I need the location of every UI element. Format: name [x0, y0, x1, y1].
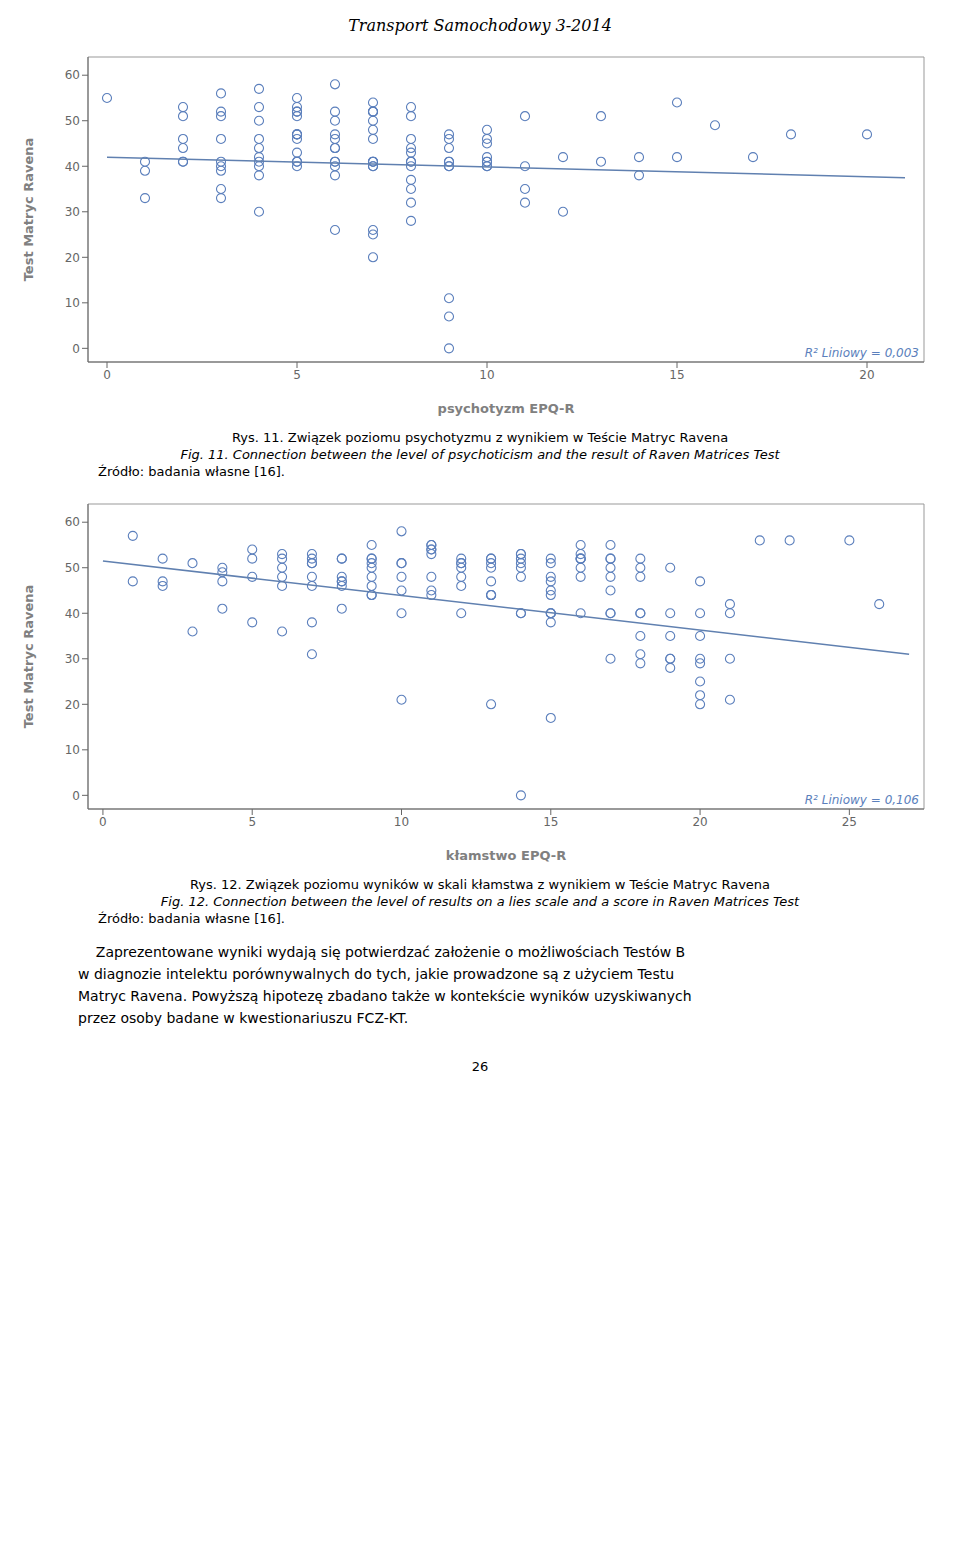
- html-text:Fig. 12. Connection between th: Fig. 12. Connection between the level of…: [160, 894, 800, 909]
- html-text:Transport Samochodowy 3-2014: Transport Samochodowy 3-2014: [348, 16, 612, 35]
- svg-text:0: 0: [99, 815, 107, 829]
- svg-text:kłamstwo EPQ-R: kłamstwo EPQ-R: [446, 848, 566, 863]
- svg-text:25: 25: [842, 815, 857, 829]
- svg-text:10: 10: [65, 296, 80, 310]
- svg-text:15: 15: [669, 368, 684, 382]
- svg-text:0: 0: [103, 368, 111, 382]
- svg-text:20: 20: [65, 698, 80, 712]
- svg-text:20: 20: [692, 815, 707, 829]
- svg-text:40: 40: [65, 160, 80, 174]
- svg-text:0: 0: [72, 342, 80, 356]
- svg-text:40: 40: [65, 607, 80, 621]
- html-text:Fig. 11. Connection between th: Fig. 11. Connection between the level of…: [180, 447, 780, 462]
- svg-text:20: 20: [859, 368, 874, 382]
- svg-text:50: 50: [65, 561, 80, 575]
- html-text:Źródło: badania własne [16].: Źródło: badania własne [16].: [98, 464, 285, 479]
- svg-text:60: 60: [65, 515, 80, 529]
- html-text:Matryc Ravena. Powyższą hipote: Matryc Ravena. Powyższą hipotezę zbadano…: [78, 988, 692, 1004]
- html-text:Zaprezentowane wyniki wydają s: Zaprezentowane wyniki wydają się potwier…: [78, 944, 686, 960]
- html-text:przez osoby badane w kwestiona: przez osoby badane w kwestionariuszu FCZ…: [78, 1010, 409, 1026]
- html-text:w diagnozie intelektu porównyw: w diagnozie intelektu porównywalnych do …: [78, 966, 674, 982]
- html-text:Rys. 11. Związek poziomu psych: Rys. 11. Związek poziomu psychotyzmu z w…: [231, 430, 729, 445]
- svg-text:0: 0: [72, 789, 80, 803]
- svg-text:30: 30: [65, 205, 80, 219]
- svg-text:10: 10: [479, 368, 494, 382]
- svg-text:10: 10: [65, 743, 80, 757]
- svg-text:R² Liniowy = 0,106: R² Liniowy = 0,106: [805, 793, 920, 807]
- html-text:Rys. 12. Związek poziomu wynik: Rys. 12. Związek poziomu wyników w skali…: [190, 877, 770, 892]
- svg-text:50: 50: [65, 114, 80, 128]
- svg-text:Test Matryc Ravena: Test Matryc Ravena: [21, 138, 36, 282]
- html-text:Źródło: badania własne [16].: Źródło: badania własne [16].: [98, 911, 285, 926]
- svg-text:30: 30: [65, 652, 80, 666]
- svg-text:5: 5: [293, 368, 301, 382]
- svg-text:20: 20: [65, 251, 80, 265]
- svg-text:10: 10: [394, 815, 409, 829]
- svg-text:15: 15: [543, 815, 558, 829]
- svg-text:psychotyzm EPQ-R: psychotyzm EPQ-R: [438, 401, 575, 416]
- svg-text:60: 60: [65, 68, 80, 82]
- svg-text:5: 5: [248, 815, 256, 829]
- html-text:26: 26: [471, 1059, 489, 1074]
- svg-text:Test Matryc Ravena: Test Matryc Ravena: [21, 585, 36, 729]
- svg-text:R² Liniowy = 0,003: R² Liniowy = 0,003: [805, 346, 919, 360]
